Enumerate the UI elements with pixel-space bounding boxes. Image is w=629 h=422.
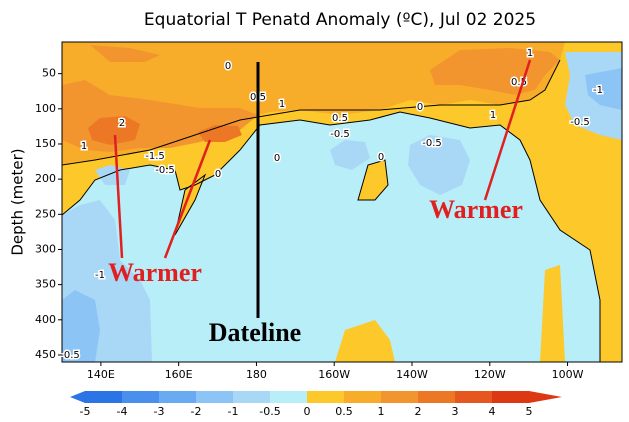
contour-label: 1 (527, 48, 533, 59)
y-tick-label: 250 (35, 207, 56, 220)
colorbar-label: 5 (526, 405, 533, 418)
arrow-line (163, 139, 212, 259)
y-tick-label: 150 (35, 137, 56, 150)
plot-area (62, 42, 622, 362)
contour-fill (62, 290, 100, 362)
x-tick-label: 180 (246, 368, 267, 381)
colorbar-label: 3 (452, 405, 459, 418)
colorbar-label: 2 (415, 405, 422, 418)
colorbar-label: -3 (154, 405, 165, 418)
colorbar-cell (122, 391, 159, 403)
colorbar-cell (233, 391, 270, 403)
y-tick-label: 200 (35, 172, 56, 185)
colorbar-label: -4 (117, 405, 128, 418)
arrow-line (113, 134, 124, 259)
colorbar-label: 4 (489, 405, 496, 418)
colorbar-label: -0.5 (259, 405, 280, 418)
x-tick-label: 160W (318, 368, 350, 381)
colorbar-cell (159, 391, 196, 403)
contour-fill (90, 45, 160, 62)
contour-fill (430, 48, 560, 95)
contour-label: -1 (95, 270, 105, 281)
x-tick-label: 160E (165, 368, 193, 381)
annotation: Warmer (429, 195, 523, 224)
contour-label: 2 (119, 118, 125, 129)
contour-line (62, 59, 561, 166)
contour-label: -0.5 (570, 117, 590, 128)
colorbar-label: -1 (228, 405, 239, 418)
colorbar-label: 0.5 (335, 405, 353, 418)
colorbar-cell (85, 391, 122, 403)
plot-frame (61, 41, 623, 363)
y-tick-label: 50 (42, 67, 56, 80)
y-tick-label: 350 (35, 278, 56, 291)
contour-fill (408, 135, 470, 195)
colorbar-cell (270, 391, 307, 403)
colorbar-cell (492, 391, 529, 403)
colorbar-cell (418, 391, 455, 403)
contour-fill (358, 160, 388, 200)
contour-label: 0 (417, 102, 423, 113)
colorbar-cell (196, 391, 233, 403)
x-tick-label: 140E (87, 368, 115, 381)
contour-label: -0.5 (60, 350, 80, 361)
y-tick-label: 400 (35, 313, 56, 326)
contour-fill (198, 125, 242, 142)
chart-title: Equatorial T Penatd Anomaly (ºC), Jul 02… (144, 10, 536, 30)
contour-label: -1 (593, 85, 603, 96)
colorbar-label: -5 (80, 405, 91, 418)
contour-label: 0.5 (332, 113, 348, 124)
contour-label: 1 (279, 99, 285, 110)
contour-fill (88, 116, 140, 145)
contour-label: 1 (490, 110, 496, 121)
colorbar-cell (307, 391, 344, 403)
contour-label: 0 (378, 152, 384, 163)
x-tick-label: 120W (474, 368, 506, 381)
x-tick-label: 100W (552, 368, 584, 381)
annotation: Warmer (108, 258, 202, 287)
contour-label: 0 (215, 169, 221, 180)
colorbar-cell (455, 391, 492, 403)
contour-fill (540, 265, 565, 362)
colorbar-end (529, 391, 562, 403)
arrow-line (483, 59, 532, 201)
contour-label: 0 (274, 153, 280, 164)
contour-label: -1.5 (145, 151, 165, 162)
colorbar-cell (381, 391, 418, 403)
y-tick-label: 300 (35, 242, 56, 255)
contour-line (62, 111, 601, 362)
colorbar-label: 1 (378, 405, 385, 418)
contour-label: 1 (81, 141, 87, 152)
contour-label: -0.5 (422, 138, 442, 149)
contour-line (357, 159, 389, 201)
colorbar-end (70, 391, 85, 403)
contour-fill (175, 175, 205, 235)
contour-fill (585, 68, 622, 110)
contour-label: -0.5 (330, 129, 350, 140)
contour-fill (330, 140, 370, 170)
y-tick-label: 450 (35, 348, 56, 361)
contour-fill (335, 320, 395, 362)
colorbar-label: -2 (191, 405, 202, 418)
contour-line (174, 173, 207, 236)
annotation: Dateline (209, 318, 301, 347)
contour-label: 0 (225, 61, 231, 72)
colorbar-cell (344, 391, 381, 403)
colorbar-label: 0 (304, 405, 311, 418)
x-tick-label: 140W (396, 368, 428, 381)
contour-label: -0.5 (155, 165, 175, 176)
y-tick-label: 100 (35, 102, 56, 115)
y-axis-label: Depth (meter) (9, 148, 27, 255)
